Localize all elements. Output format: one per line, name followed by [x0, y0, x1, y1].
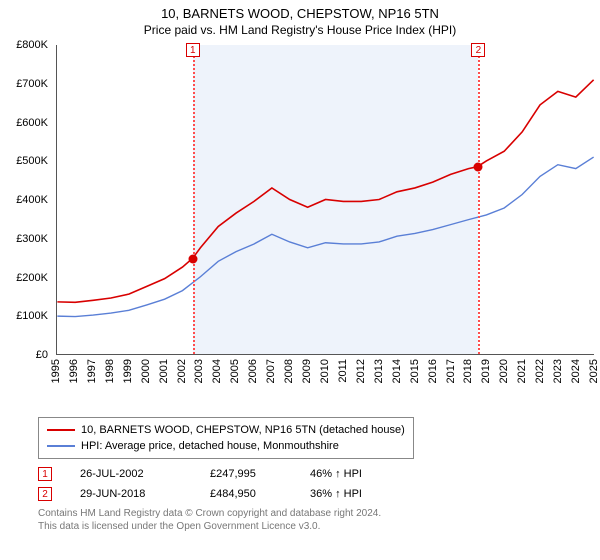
y-tick-label: £0 [36, 349, 48, 361]
y-tick-label: £700K [16, 78, 48, 90]
x-tick-label: 1998 [104, 359, 116, 383]
x-tick-label: 2012 [355, 359, 367, 383]
sale-marker-box: 1 [186, 43, 200, 57]
y-tick-label: £400K [16, 194, 48, 206]
y-tick-label: £300K [16, 233, 48, 245]
legend-label: HPI: Average price, detached house, Monm… [81, 438, 339, 454]
x-tick-label: 1995 [50, 359, 62, 383]
y-tick-label: £500K [16, 155, 48, 167]
x-tick-label: 2001 [158, 359, 170, 383]
x-tick-label: 2010 [319, 359, 331, 383]
plot-area: 12 [56, 45, 594, 355]
sale-vline [193, 45, 195, 354]
x-tick-label: 1996 [68, 359, 80, 383]
line-series-svg [57, 45, 594, 354]
x-tick-label: 2022 [534, 359, 546, 383]
price-paid-badge: 2 [38, 487, 52, 501]
series-property [57, 80, 593, 302]
x-axis: 1995199619971998199920002001200220032004… [56, 357, 594, 415]
x-tick-label: 2018 [462, 359, 474, 383]
x-tick-label: 2000 [140, 359, 152, 383]
x-tick-label: 1997 [86, 359, 98, 383]
x-tick-label: 2004 [211, 359, 223, 383]
price-paid-amount: £484,950 [210, 488, 310, 500]
price-paid-pct: 36% ↑ HPI [310, 488, 400, 500]
x-tick-label: 2009 [301, 359, 313, 383]
x-tick-label: 2020 [498, 359, 510, 383]
legend-row: 10, BARNETS WOOD, CHEPSTOW, NP16 5TN (de… [47, 422, 405, 438]
x-tick-label: 2007 [265, 359, 277, 383]
legend-row: HPI: Average price, detached house, Monm… [47, 438, 405, 454]
y-tick-label: £600K [16, 117, 48, 129]
x-tick-label: 1999 [122, 359, 134, 383]
y-tick-label: £200K [16, 272, 48, 284]
series-hpi [57, 157, 593, 316]
x-tick-label: 2024 [570, 359, 582, 383]
x-tick-label: 2017 [445, 359, 457, 383]
price-paid-row: 1 26-JUL-2002£247,99546% ↑ HPI [38, 467, 590, 481]
price-paid-amount: £247,995 [210, 468, 310, 480]
price-paid-date: 26-JUL-2002 [80, 468, 210, 480]
price-paid-badge: 1 [38, 467, 52, 481]
price-paid-dot [474, 163, 483, 172]
x-tick-label: 2023 [552, 359, 564, 383]
x-tick-label: 2019 [480, 359, 492, 383]
legend: 10, BARNETS WOOD, CHEPSTOW, NP16 5TN (de… [38, 417, 414, 459]
price-paid-row: 2 29-JUN-2018£484,95036% ↑ HPI [38, 487, 590, 501]
price-paid-dot [188, 254, 197, 263]
chart-container: 10, BARNETS WOOD, CHEPSTOW, NP16 5TN Pri… [0, 0, 600, 560]
y-axis: £0£100K£200K£300K£400K£500K£600K£700K£80… [10, 45, 52, 355]
x-tick-label: 2014 [391, 359, 403, 383]
footer: Contains HM Land Registry data © Crown c… [38, 507, 590, 533]
sale-vline [478, 45, 480, 354]
price-paid-pct: 46% ↑ HPI [310, 468, 400, 480]
legend-label: 10, BARNETS WOOD, CHEPSTOW, NP16 5TN (de… [81, 422, 405, 438]
x-tick-label: 2016 [427, 359, 439, 383]
price-paid-date: 29-JUN-2018 [80, 488, 210, 500]
price-paid-table: 1 26-JUL-2002£247,99546% ↑ HPI 2 29-JUN-201… [38, 467, 590, 501]
x-tick-label: 2002 [176, 359, 188, 383]
footer-line2: This data is licensed under the Open Gov… [38, 520, 590, 533]
x-tick-label: 2003 [193, 359, 205, 383]
x-tick-label: 2013 [373, 359, 385, 383]
x-tick-label: 2021 [516, 359, 528, 383]
y-tick-label: £800K [16, 39, 48, 51]
footer-line1: Contains HM Land Registry data © Crown c… [38, 507, 590, 520]
chart-zone: £0£100K£200K£300K£400K£500K£600K£700K£80… [10, 45, 590, 415]
y-tick-label: £100K [16, 310, 48, 322]
legend-swatch [47, 445, 75, 447]
legend-swatch [47, 429, 75, 431]
sale-marker-box: 2 [471, 43, 485, 57]
title-subtitle: Price paid vs. HM Land Registry's House … [10, 23, 590, 37]
x-tick-label: 2011 [337, 359, 349, 383]
x-tick-label: 2005 [229, 359, 241, 383]
x-tick-label: 2025 [588, 359, 600, 383]
x-tick-label: 2015 [409, 359, 421, 383]
title-address: 10, BARNETS WOOD, CHEPSTOW, NP16 5TN [10, 6, 590, 21]
x-tick-label: 2006 [247, 359, 259, 383]
x-tick-label: 2008 [283, 359, 295, 383]
